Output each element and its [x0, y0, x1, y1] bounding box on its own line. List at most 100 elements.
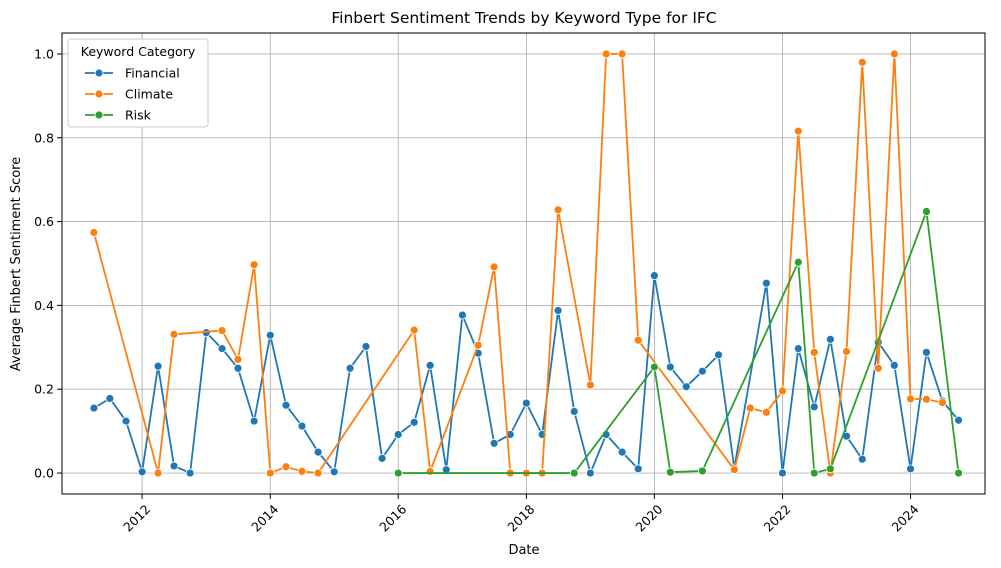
x-tick-label: 2018 — [504, 501, 537, 534]
data-point-climate — [217, 326, 227, 335]
data-point-climate — [729, 465, 739, 475]
legend-entry-climate: Climate — [85, 87, 173, 102]
data-point-climate — [409, 325, 419, 335]
series-risk — [393, 207, 963, 478]
data-point-climate — [473, 340, 483, 350]
data-point-financial — [857, 454, 867, 464]
y-axis-label: Average Finbert Sentiment Score — [9, 157, 24, 371]
data-point-financial — [633, 464, 643, 474]
data-point-financial — [809, 402, 819, 412]
data-point-risk — [825, 464, 835, 474]
data-point-climate — [778, 386, 787, 396]
data-point-financial — [377, 453, 387, 463]
data-point-climate — [281, 462, 291, 472]
data-point-risk — [393, 468, 403, 478]
legend-entry-financial: Financial — [85, 66, 180, 81]
legend-entry-risk: Risk — [85, 108, 152, 123]
data-point-financial — [425, 360, 435, 370]
data-point-climate — [297, 466, 307, 476]
data-point-financial — [665, 362, 675, 372]
data-point-financial — [249, 416, 259, 426]
y-tick-label: 0.6 — [34, 214, 54, 229]
data-point-climate — [265, 468, 275, 478]
x-tick-label: 2024 — [889, 501, 922, 534]
series-line-risk — [398, 210, 960, 474]
data-point-financial — [393, 430, 403, 439]
plot-frame — [61, 32, 986, 495]
data-point-financial — [585, 468, 595, 478]
data-point-climate — [761, 407, 771, 417]
legend: Keyword Category Financial Climate Risk — [67, 38, 209, 128]
data-point-financial — [297, 421, 307, 431]
data-point-financial — [137, 467, 147, 477]
x-tick-label: 2022 — [761, 502, 794, 535]
legend-label: Climate — [125, 87, 173, 102]
data-point-climate — [873, 363, 883, 373]
data-point-climate — [585, 380, 595, 390]
data-point-financial — [489, 438, 499, 448]
data-point-financial — [105, 394, 115, 403]
data-point-financial — [217, 344, 227, 353]
data-point-climate — [922, 394, 931, 404]
data-point-financial — [889, 360, 899, 370]
data-point-financial — [185, 468, 195, 478]
data-point-risk — [649, 362, 659, 372]
y-tick-label: 0.0 — [34, 466, 54, 481]
data-point-climate — [857, 57, 867, 67]
y-tick-label: 0.4 — [34, 298, 54, 313]
data-point-financial — [281, 400, 291, 410]
data-point-climate — [153, 468, 163, 478]
data-point-financial — [553, 306, 563, 315]
series-layer — [89, 49, 963, 478]
data-point-financial — [233, 363, 243, 373]
data-point-financial — [345, 363, 355, 373]
data-point-climate — [617, 49, 627, 59]
data-point-financial — [409, 417, 419, 427]
y-tick-label: 1.0 — [34, 46, 54, 61]
legend-swatch-marker — [94, 68, 104, 78]
data-point-risk — [569, 468, 579, 478]
data-point-climate — [313, 468, 323, 478]
data-point-financial — [954, 415, 963, 425]
data-point-risk — [793, 257, 803, 267]
data-point-climate — [906, 394, 915, 404]
data-point-climate — [89, 228, 99, 237]
data-point-financial — [681, 382, 691, 392]
data-point-financial — [761, 278, 771, 288]
data-point-climate — [745, 403, 755, 413]
data-point-climate — [233, 355, 243, 364]
data-point-climate — [553, 205, 563, 215]
data-point-climate — [633, 335, 643, 345]
data-point-risk — [809, 468, 819, 478]
data-point-climate — [489, 262, 499, 272]
data-point-climate — [889, 49, 899, 59]
data-point-climate — [938, 398, 947, 408]
series-financial — [89, 271, 963, 478]
data-point-financial — [778, 468, 787, 478]
legend-label: Financial — [125, 66, 180, 81]
data-point-climate — [601, 49, 611, 59]
data-point-financial — [698, 366, 707, 376]
x-tick-label: 2020 — [632, 501, 665, 534]
data-point-financial — [153, 361, 163, 371]
data-point-financial — [906, 464, 915, 474]
y-tick-label: 0.2 — [34, 382, 54, 397]
legend-swatch-marker — [94, 110, 104, 120]
data-point-financial — [265, 330, 275, 340]
legend-entries: Financial Climate Risk — [85, 66, 180, 123]
legend-title: Keyword Category — [81, 44, 196, 59]
data-point-climate — [793, 126, 803, 136]
data-point-climate — [425, 466, 435, 476]
series-climate — [89, 49, 947, 478]
data-point-financial — [825, 334, 835, 344]
data-point-financial — [521, 398, 531, 408]
data-point-financial — [169, 461, 179, 471]
x-tick-label: 2016 — [376, 501, 409, 534]
legend-swatch-marker — [94, 89, 104, 99]
data-point-risk — [698, 466, 707, 476]
chart-title: Finbert Sentiment Trends by Keyword Type… — [331, 9, 716, 27]
legend-label: Risk — [125, 108, 152, 123]
data-point-risk — [954, 468, 963, 478]
